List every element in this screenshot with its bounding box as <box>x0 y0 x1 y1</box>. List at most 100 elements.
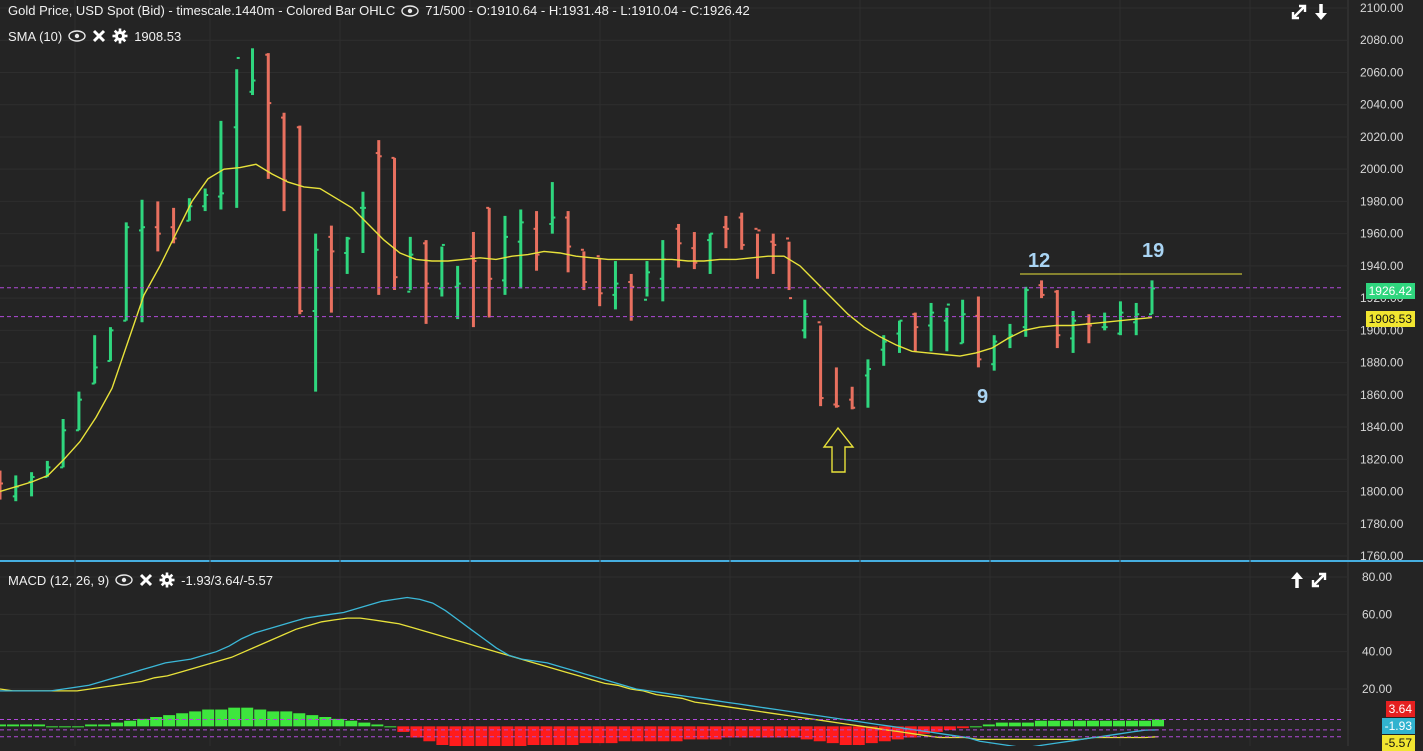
macd-histogram-bar <box>969 726 982 728</box>
macd-line-badge: -1.93 <box>1381 718 1415 734</box>
macd-histogram-bar <box>111 722 124 727</box>
close-icon[interactable] <box>92 29 106 43</box>
macd-histogram-bar <box>241 707 254 727</box>
macd-histogram-bar <box>7 724 20 727</box>
macd-histogram-bar <box>670 726 683 742</box>
macd-histogram-bar <box>33 724 46 727</box>
macd-histogram-bar <box>306 715 319 727</box>
macd-histogram-bar <box>852 726 865 745</box>
macd-histogram-bar <box>501 726 514 746</box>
sma-label: SMA (10) <box>8 28 63 44</box>
macd-histogram-bar <box>410 726 423 738</box>
price-tick-label: 1880.00 <box>1360 356 1404 370</box>
macd-histogram-bar <box>319 717 332 727</box>
price-tick-label: 2060.00 <box>1360 65 1404 79</box>
macd-histogram-bar <box>189 711 202 727</box>
macd-histogram-bar <box>761 726 774 738</box>
macd-histogram-bar <box>579 726 592 744</box>
sma-price-badge: 1908.53 <box>1365 311 1415 327</box>
arrow-up-icon[interactable] <box>1290 571 1304 594</box>
macd-histogram-bar <box>709 726 722 740</box>
macd-histogram-bar <box>683 726 696 740</box>
macd-histogram-bar <box>59 726 72 728</box>
macd-histogram-bar <box>735 726 748 738</box>
macd-histogram-bar <box>956 726 969 729</box>
macd-histogram-bar <box>293 713 306 727</box>
price-tick-label: 1980.00 <box>1360 194 1404 208</box>
eye-icon[interactable] <box>401 4 419 17</box>
eye-icon[interactable] <box>68 30 86 42</box>
price-tick-label: 1820.00 <box>1360 452 1404 466</box>
macd-hist-badge: 3.64 <box>1385 701 1415 717</box>
macd-histogram-bar <box>98 724 111 727</box>
macd-histogram-bar <box>384 726 397 728</box>
macd-histogram-bar <box>332 718 345 727</box>
price-tick-label: 1800.00 <box>1360 485 1404 499</box>
arrow-down-icon[interactable] <box>1314 3 1328 26</box>
macd-histogram-bar <box>0 724 7 727</box>
macd-histogram-bar <box>943 726 956 731</box>
macd-histogram-bar <box>280 711 293 727</box>
macd-tick-label: 40.00 <box>1362 645 1392 659</box>
close-icon[interactable] <box>139 573 153 587</box>
macd-histogram-bar <box>566 726 579 745</box>
macd-histogram-bar <box>618 726 631 742</box>
macd-histogram-bar <box>839 726 852 745</box>
macd-histogram-bar <box>865 726 878 744</box>
macd-histogram-bar <box>748 726 761 738</box>
sma-header: SMA (10) 1908.53 <box>8 28 181 44</box>
sma-value: 1908.53 <box>134 28 182 44</box>
main-chart-header: Gold Price, USD Spot (Bid) - timescale.1… <box>8 3 750 18</box>
macd-histogram-bar <box>423 726 436 742</box>
macd-histogram-bar <box>1112 720 1125 727</box>
up-arrow-icon <box>822 426 855 473</box>
annotation-12: 12 <box>1028 250 1051 272</box>
macd-histogram-bar <box>267 711 280 727</box>
macd-histogram-bar <box>124 720 137 727</box>
macd-histogram-bar <box>228 707 241 727</box>
macd-histogram-bar <box>1125 720 1138 727</box>
price-tick-label: 2080.00 <box>1360 33 1404 47</box>
bars-info: 71/500 - O:1910.64 - H:1931.48 - L:1910.… <box>425 3 750 18</box>
macd-signal-badge: -5.57 <box>1381 735 1415 751</box>
price-tick-label: 2000.00 <box>1360 162 1404 176</box>
macd-histogram-bar <box>46 726 59 728</box>
macd-histogram-bar <box>1060 720 1073 727</box>
macd-histogram-bar <box>787 726 800 738</box>
macd-histogram-bar <box>150 717 163 727</box>
price-tick-label: 1840.00 <box>1360 420 1404 434</box>
macd-histogram-bar <box>605 726 618 744</box>
macd-histogram-bar <box>1034 720 1047 727</box>
macd-histogram-bar <box>202 709 215 727</box>
macd-histogram-bar <box>1047 720 1060 727</box>
sma-line <box>0 163 1153 493</box>
macd-histogram-bar <box>800 726 813 740</box>
macd-histogram-bar <box>20 724 33 727</box>
eye-icon[interactable] <box>115 574 133 586</box>
macd-header: MACD (12, 26, 9) -1.93/3.64/-5.57 <box>8 572 273 588</box>
macd-tick-label: 80.00 <box>1362 570 1392 584</box>
gear-icon[interactable] <box>112 28 128 44</box>
expand-icon[interactable] <box>1290 3 1308 26</box>
macd-histogram-bar <box>891 726 904 740</box>
macd-histogram-bar <box>371 724 384 727</box>
expand-icon[interactable] <box>1310 571 1328 594</box>
macd-histogram-bar <box>449 726 462 746</box>
macd-histogram-bar <box>553 726 566 745</box>
macd-histogram-bar <box>85 724 98 727</box>
macd-histogram-bar <box>462 726 475 746</box>
macd-histogram-bar <box>514 726 527 746</box>
price-tick-label: 1760.00 <box>1360 549 1404 563</box>
macd-histogram-bar <box>358 722 371 727</box>
macd-histogram-bar <box>1099 720 1112 727</box>
gear-icon[interactable] <box>159 572 175 588</box>
macd-histogram-bar <box>1086 720 1099 727</box>
macd-tick-label: 20.00 <box>1362 682 1392 696</box>
price-tick-label: 2020.00 <box>1360 130 1404 144</box>
macd-histogram-bar <box>592 726 605 744</box>
macd-histogram-bar <box>696 726 709 740</box>
price-tick-label: 1780.00 <box>1360 517 1404 531</box>
macd-histogram-bar <box>657 726 670 742</box>
